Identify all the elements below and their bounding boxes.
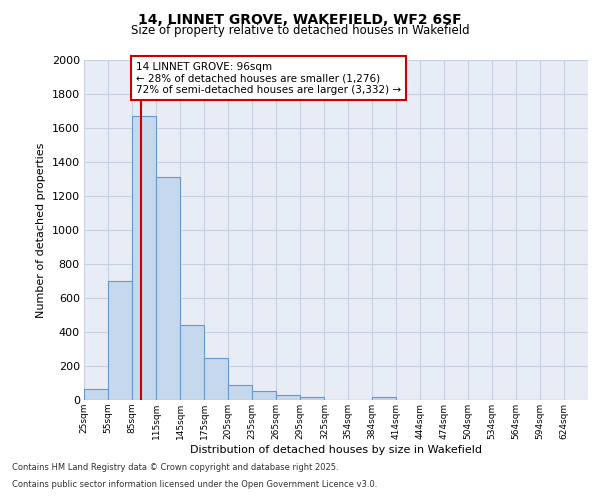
- Text: Contains HM Land Registry data © Crown copyright and database right 2025.: Contains HM Land Registry data © Crown c…: [12, 462, 338, 471]
- Bar: [156, 178, 180, 400]
- Bar: [252, 390, 277, 400]
- Y-axis label: Number of detached properties: Number of detached properties: [36, 142, 46, 318]
- Text: Contains public sector information licensed under the Open Government Licence v3: Contains public sector information licen…: [12, 480, 377, 489]
- Bar: [84, 389, 108, 400]
- X-axis label: Distribution of detached houses by size in Wakefield: Distribution of detached houses by size …: [190, 444, 482, 454]
- Text: Size of property relative to detached houses in Wakefield: Size of property relative to detached ho…: [131, 24, 469, 37]
- Text: 14 LINNET GROVE: 96sqm
← 28% of detached houses are smaller (1,276)
72% of semi-: 14 LINNET GROVE: 96sqm ← 28% of detached…: [136, 62, 401, 95]
- Bar: [180, 325, 204, 400]
- Bar: [204, 358, 228, 400]
- Bar: [228, 384, 252, 400]
- Bar: [301, 396, 325, 400]
- Text: 14, LINNET GROVE, WAKEFIELD, WF2 6SF: 14, LINNET GROVE, WAKEFIELD, WF2 6SF: [138, 12, 462, 26]
- Bar: [132, 116, 156, 400]
- Bar: [371, 398, 395, 400]
- Bar: [108, 281, 132, 400]
- Bar: [277, 395, 301, 400]
